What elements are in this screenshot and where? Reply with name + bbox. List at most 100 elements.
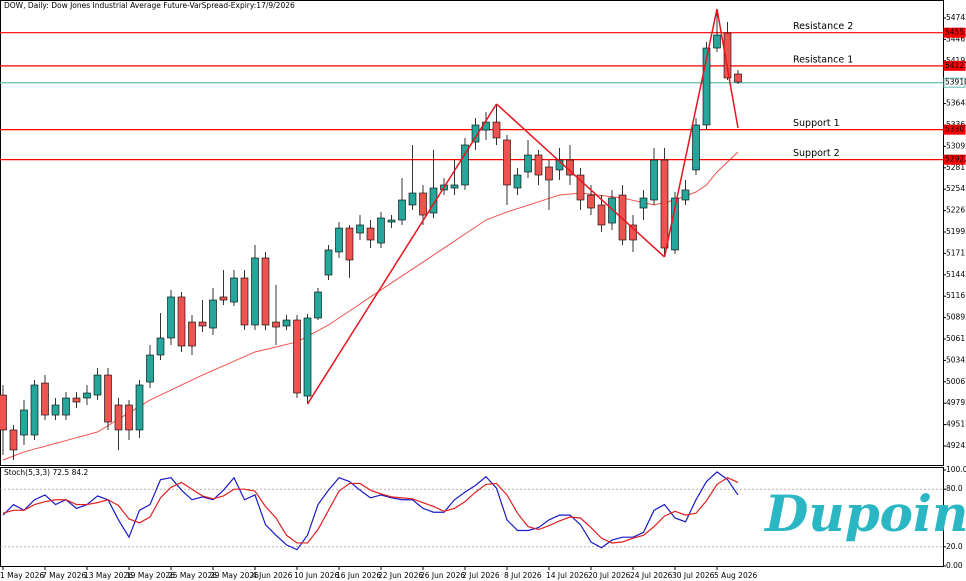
candle-body [429,187,438,214]
candle-body [261,257,270,326]
candle-body [324,249,333,276]
main-panel-frame [0,0,944,466]
x-tick-label: 10 Jun 2026 [294,571,339,580]
candle-body [692,124,700,171]
candle-body [524,154,532,173]
candle-body [387,219,396,223]
candle-body [576,174,585,201]
y-tick-label: 0.00 [946,561,963,570]
candle-body [450,184,459,189]
candle-body [272,321,280,328]
x-tick-label: 22 Jun 2026 [378,571,423,580]
y-tick-label: 53367 [946,120,966,129]
y-tick-label: 20.0 [946,542,963,551]
moving-average [2,151,739,461]
candle-body [650,159,658,201]
candle-body [167,296,175,339]
candle-body [0,394,7,431]
candle-body [713,34,721,49]
candle-body [597,204,606,226]
y-tick-label: 54742 [946,13,966,22]
y-tick-label: 54467 [946,34,966,43]
y-tick-label: 50892 [946,313,966,322]
candle-body [702,47,711,126]
candle-body [629,224,637,241]
stoch-panel-frame [0,467,944,567]
x-tick-label: 1 May 2026 [0,571,44,580]
candle-body [303,317,312,397]
candle-body [41,382,49,416]
y-tick-label: 54192 [946,56,966,65]
y-tick-label: 100.0 [946,465,966,474]
zigzag-segment [663,8,718,258]
candle-body [198,321,207,327]
candle-body [335,227,343,253]
y-tick-label: 49792 [946,398,966,407]
candle-body [177,296,186,347]
candle-body [240,277,249,326]
candle-body [156,337,165,356]
x-tick-label: 14 Jul 2026 [546,571,589,580]
candle-body [503,139,511,186]
candle-body [408,192,417,206]
y-tick-label: 52267 [946,206,966,215]
x-tick-label: 8 Jul 2026 [504,571,542,580]
y-tick-label: 50617 [946,334,966,343]
x-tick-label: 19 May 2026 [126,571,175,580]
candle-body [723,32,732,79]
candle-body [377,217,385,244]
candle-body [587,194,595,209]
candle-body [20,409,28,436]
candle-body [398,199,406,221]
candle-body [608,197,616,224]
zigzag-segment [716,8,739,129]
logo: Dupoin [763,484,966,543]
candle-body [104,374,112,423]
zigzag-segment [306,103,498,405]
candle-body [461,144,469,186]
candle-body [125,404,133,431]
candle-body [230,277,238,303]
x-tick-label: 29 May 2026 [210,571,259,580]
candle-body [314,291,322,319]
candle-body [9,429,18,451]
candle-body [681,189,690,201]
level-value: 52922 [945,155,966,164]
y-tick-label: 51167 [946,291,966,300]
x-tick-label: 25 May 2026 [168,571,217,580]
candle-body [545,166,553,181]
candle-body [492,121,501,139]
level-label-box [943,77,966,88]
candle-body [30,384,39,436]
y-tick-label: 53642 [946,99,966,108]
y-tick-label: 53092 [946,141,966,150]
level-value: 54127 [945,61,966,70]
y-tick-label: 50342 [946,355,966,364]
x-tick-label: 26 Jun 2026 [420,571,465,580]
candle-body [660,159,669,249]
level-name: Support 2 [793,148,840,159]
candle-body [219,296,228,301]
candle-body [62,397,70,416]
candle-body [72,397,81,403]
candle-body [293,319,301,394]
x-tick-label: 16 Jun 2026 [336,571,381,580]
candle-body [419,192,427,216]
candle-body [188,321,196,347]
y-tick-label: 80.0 [946,484,963,493]
y-tick-label: 51717 [946,248,966,257]
candle-body [93,374,102,396]
candle-body [146,354,154,383]
y-tick-label: 50067 [946,377,966,386]
level-label-box [943,27,966,38]
y-tick-label: 49242 [946,441,966,450]
stoch-line [2,476,739,544]
y-tick-label: 51442 [946,270,966,279]
level-label-box [943,154,966,165]
candle-body [209,299,217,329]
level-name: Support 1 [793,118,840,129]
x-tick-label: 13 May 2026 [84,571,133,580]
x-tick-label: 2 Jul 2026 [462,571,500,580]
candle-body [734,73,742,83]
